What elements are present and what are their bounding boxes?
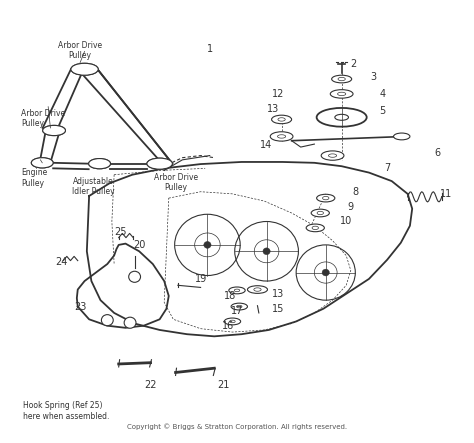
Text: 4: 4: [380, 89, 386, 99]
Text: Hook Spring (Ref 25)
here when assembled.: Hook Spring (Ref 25) here when assembled…: [23, 401, 109, 421]
Ellipse shape: [71, 63, 98, 75]
Text: 21: 21: [217, 380, 229, 390]
Text: 6: 6: [434, 148, 440, 159]
Text: 17: 17: [231, 306, 243, 316]
Circle shape: [263, 248, 270, 255]
Text: 10: 10: [340, 217, 352, 226]
Text: 12: 12: [272, 89, 284, 99]
Text: 23: 23: [74, 302, 86, 311]
Ellipse shape: [321, 151, 344, 160]
Text: Copyright © Briggs & Stratton Corporation. All rights reserved.: Copyright © Briggs & Stratton Corporatio…: [127, 423, 347, 430]
Ellipse shape: [272, 115, 292, 124]
Ellipse shape: [43, 125, 65, 136]
Text: 25: 25: [115, 227, 127, 237]
Text: 1: 1: [207, 44, 213, 54]
Text: 13: 13: [272, 289, 284, 299]
Text: 16: 16: [222, 321, 234, 330]
Ellipse shape: [270, 132, 293, 141]
Text: 13: 13: [267, 104, 280, 114]
Ellipse shape: [231, 303, 247, 310]
Text: 20: 20: [133, 240, 146, 250]
Text: 14: 14: [260, 140, 273, 150]
Text: 22: 22: [144, 380, 157, 390]
Ellipse shape: [317, 108, 367, 127]
Text: 11: 11: [440, 189, 453, 199]
Text: 3: 3: [371, 72, 376, 82]
Text: Arbor Drive
Pulley: Arbor Drive Pulley: [154, 173, 198, 192]
Ellipse shape: [332, 75, 352, 83]
Circle shape: [129, 271, 140, 282]
Text: 2: 2: [350, 59, 356, 69]
Text: 19: 19: [194, 274, 207, 284]
Text: 9: 9: [348, 202, 354, 212]
Ellipse shape: [89, 159, 110, 169]
Text: Engine
Pulley: Engine Pulley: [21, 168, 47, 188]
Text: Arbor Drive
Pulley: Arbor Drive Pulley: [21, 109, 65, 128]
Text: 24: 24: [55, 257, 68, 267]
Text: 15: 15: [272, 304, 284, 314]
Ellipse shape: [311, 209, 329, 217]
Circle shape: [101, 315, 113, 326]
Text: 5: 5: [380, 106, 386, 116]
Text: Arbor Drive
Pulley: Arbor Drive Pulley: [58, 41, 102, 60]
Circle shape: [204, 241, 211, 248]
Ellipse shape: [317, 194, 335, 202]
Text: Adjustable
Idler Pulley: Adjustable Idler Pulley: [73, 177, 115, 196]
Text: 18: 18: [224, 291, 237, 301]
Circle shape: [124, 317, 136, 328]
Text: 8: 8: [352, 187, 358, 197]
Ellipse shape: [247, 286, 267, 293]
Ellipse shape: [31, 158, 53, 168]
Ellipse shape: [393, 133, 410, 140]
Ellipse shape: [224, 318, 241, 325]
Ellipse shape: [147, 158, 173, 169]
Ellipse shape: [306, 224, 324, 232]
Ellipse shape: [229, 287, 245, 294]
Circle shape: [322, 269, 329, 276]
Text: 7: 7: [384, 163, 390, 173]
Ellipse shape: [330, 89, 353, 98]
